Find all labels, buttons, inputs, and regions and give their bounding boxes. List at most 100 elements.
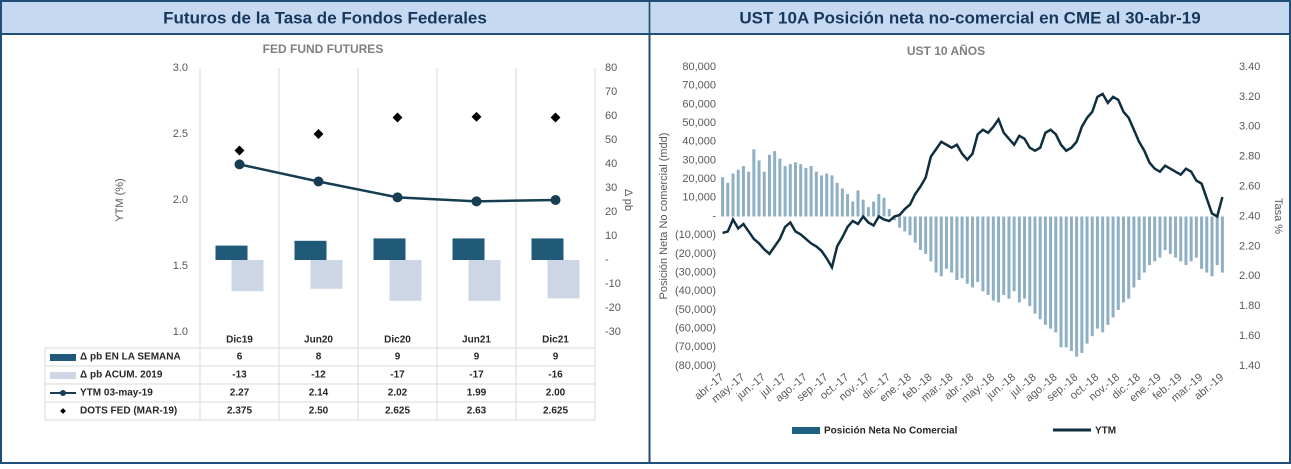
- bar: [1194, 216, 1198, 258]
- bar: [939, 216, 943, 277]
- y2-tick-label: -: [605, 254, 609, 266]
- bar: [294, 240, 327, 260]
- bar: [976, 216, 980, 282]
- y2-tick-label: 60: [605, 110, 617, 122]
- bar: [1012, 216, 1016, 292]
- y2-tick-label: 2.80: [1239, 151, 1260, 163]
- line-marker: [471, 196, 482, 207]
- bar: [846, 194, 850, 217]
- y-tick-label: (70,000): [675, 341, 716, 353]
- legend-label: YTM 03-may-19: [80, 388, 153, 399]
- y-tick-label: 1.0: [173, 326, 188, 338]
- bar: [231, 260, 264, 292]
- bar: [840, 188, 844, 217]
- bar: [835, 182, 839, 217]
- x-tick-label: Dic21: [542, 335, 569, 346]
- line-marker: [313, 176, 324, 187]
- y-tick-label: (60,000): [675, 323, 716, 335]
- legend-swatch: [60, 390, 66, 396]
- table-value: 2.27: [230, 388, 250, 399]
- y2-tick-label: 1.60: [1239, 330, 1260, 342]
- table-value: 8: [316, 352, 322, 363]
- y-tick-label: 3.0: [173, 62, 188, 74]
- y-tick-label: (50,000): [675, 304, 716, 316]
- bar: [1007, 216, 1011, 299]
- y-tick-label: 2.0: [173, 194, 188, 206]
- bar: [955, 216, 959, 281]
- y-tick-label: 70,000: [682, 80, 716, 92]
- bar: [882, 197, 886, 217]
- bar: [1028, 216, 1032, 307]
- y2-tick-label: 2.00: [1239, 270, 1260, 282]
- table-value: 9: [395, 352, 401, 363]
- y2-tick-label: 70: [605, 86, 617, 98]
- y-tick-label: 30,000: [682, 154, 716, 166]
- legend-label: Δ pb ACUM. 2019: [80, 370, 163, 381]
- bar: [950, 216, 954, 273]
- bar: [851, 201, 855, 217]
- y2-axis-label: Δ pb: [622, 189, 634, 211]
- bar: [825, 173, 829, 217]
- bar: [903, 216, 907, 232]
- bar: [1043, 216, 1047, 325]
- bar: [991, 216, 995, 301]
- bar: [1184, 216, 1188, 266]
- bar: [1142, 216, 1146, 273]
- bar: [215, 245, 248, 260]
- bar: [783, 166, 787, 217]
- bar: [1069, 216, 1073, 352]
- bar: [820, 175, 824, 217]
- y-tick-label: 10,000: [682, 192, 716, 204]
- bar: [1205, 216, 1209, 273]
- bar: [468, 260, 501, 301]
- table-value: -16: [548, 370, 563, 381]
- bar: [547, 260, 580, 299]
- legend-label: DOTS FED (MAR-19): [80, 406, 177, 417]
- bar: [918, 216, 922, 251]
- y2-tick-label: 10: [605, 230, 617, 242]
- bar: [1220, 216, 1224, 273]
- bar: [809, 166, 813, 217]
- y2-tick-label: 2.20: [1239, 240, 1260, 252]
- bar: [1148, 216, 1152, 266]
- bar: [856, 190, 860, 217]
- legend-swatch: [50, 372, 76, 379]
- bar: [1163, 216, 1167, 251]
- bar: [814, 171, 818, 217]
- y2-tick-label: 3.20: [1239, 91, 1260, 103]
- chart-title: FED FUND FUTURES: [263, 42, 384, 56]
- bar: [929, 216, 933, 262]
- y2-tick-label: 40: [605, 158, 617, 170]
- y2-tick-label: -30: [605, 326, 621, 338]
- y-axis-label: Posición Neta No comercial (mdd): [658, 133, 670, 300]
- table-value: -17: [469, 370, 484, 381]
- dot-marker: [234, 145, 245, 156]
- bar: [452, 238, 485, 260]
- header-band: [2, 2, 648, 34]
- bar: [1215, 216, 1219, 266]
- table-value: -17: [390, 370, 405, 381]
- table-value: -13: [232, 370, 247, 381]
- table-value: 9: [553, 352, 559, 363]
- y-tick-label: (80,000): [675, 360, 716, 372]
- bar: [1189, 216, 1193, 262]
- bar: [1210, 216, 1214, 277]
- dot-marker: [313, 129, 324, 139]
- table-value: 2.625: [543, 406, 568, 417]
- bar: [944, 216, 948, 269]
- bar: [310, 260, 343, 289]
- bar: [1158, 216, 1162, 258]
- y2-tick-label: 30: [605, 182, 617, 194]
- bar: [1137, 216, 1141, 281]
- legend-swatch: [792, 427, 820, 434]
- bar: [997, 216, 1001, 303]
- bar: [913, 216, 917, 243]
- table-value: 2.50: [309, 406, 329, 417]
- chart-title: UST 10 AÑOS: [907, 43, 985, 58]
- table-value: 2.02: [388, 388, 408, 399]
- bar: [1023, 216, 1027, 299]
- y-tick-label: (30,000): [675, 266, 716, 278]
- bar: [736, 169, 740, 217]
- bar: [1049, 216, 1053, 329]
- header-band: [651, 2, 1289, 34]
